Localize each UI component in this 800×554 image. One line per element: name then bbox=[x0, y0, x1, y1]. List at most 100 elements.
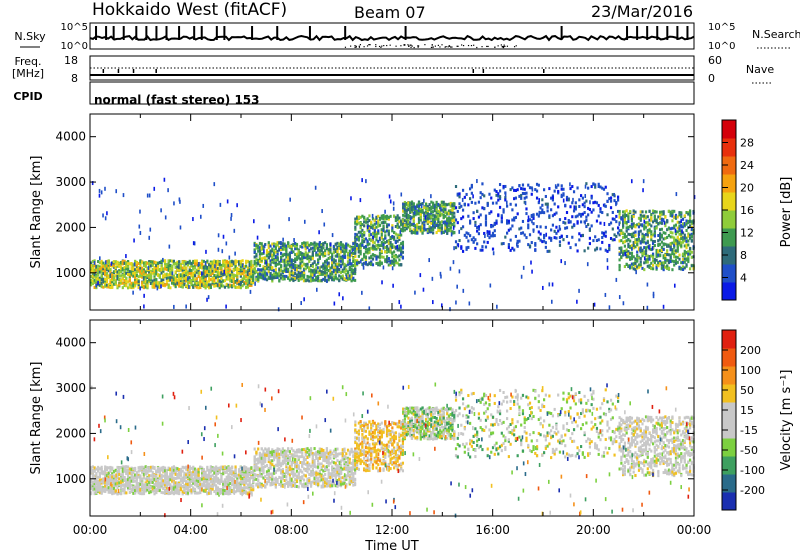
echo-cell bbox=[142, 263, 146, 267]
echo-cell bbox=[514, 215, 518, 219]
echo-cell bbox=[660, 221, 663, 225]
echo-cell bbox=[299, 245, 302, 249]
echo-cell bbox=[280, 268, 283, 272]
echo-cell bbox=[309, 276, 313, 280]
echo-cell bbox=[581, 234, 584, 238]
echo-cell bbox=[227, 283, 230, 287]
echo-cell bbox=[123, 261, 126, 265]
echo-cell bbox=[128, 283, 131, 287]
noise-echo-cell bbox=[163, 177, 166, 182]
echo-cell bbox=[535, 225, 539, 229]
echo-cell bbox=[288, 264, 292, 268]
noise-search-dot bbox=[444, 46, 446, 48]
echo-cell bbox=[481, 182, 484, 186]
echo-cell bbox=[116, 270, 119, 274]
echo-cell bbox=[151, 260, 154, 264]
echo-cell bbox=[200, 262, 204, 266]
echo-cell bbox=[125, 265, 128, 269]
echo-cell bbox=[322, 254, 325, 258]
echo-cell bbox=[146, 286, 149, 290]
echo-cell bbox=[176, 278, 179, 282]
echo-cell bbox=[227, 264, 230, 268]
freq-dot bbox=[132, 69, 135, 73]
echo-cell bbox=[135, 263, 139, 267]
echo-cell bbox=[160, 263, 163, 267]
noise-echo-cell bbox=[282, 237, 284, 242]
echo-cell bbox=[339, 265, 343, 269]
echo-cell bbox=[331, 271, 334, 275]
noise-sky-bar bbox=[145, 26, 148, 40]
echo-cell bbox=[148, 278, 151, 282]
noise-echo-cell bbox=[268, 224, 271, 229]
noise-search-dot bbox=[358, 46, 361, 48]
echo-cell bbox=[128, 262, 131, 266]
echo-cell bbox=[516, 188, 519, 192]
echo-cell bbox=[208, 270, 211, 274]
echo-cell bbox=[491, 247, 495, 251]
echo-cell bbox=[562, 192, 565, 196]
echo-cell bbox=[331, 265, 334, 269]
noise-search-dot bbox=[503, 46, 505, 48]
echo-cell bbox=[308, 243, 311, 247]
echo-cell bbox=[128, 278, 131, 282]
echo-cell bbox=[313, 270, 316, 274]
echo-cell bbox=[297, 249, 300, 253]
noise-echo-cell bbox=[133, 262, 136, 267]
echo-cell bbox=[520, 226, 523, 230]
echo-cell bbox=[311, 250, 314, 254]
echo-cell bbox=[112, 282, 116, 286]
echo-cell bbox=[281, 274, 284, 278]
echo-cell bbox=[313, 241, 316, 245]
echo-cell bbox=[206, 284, 209, 288]
echo-cell bbox=[285, 269, 288, 273]
cpid-panel-frame bbox=[89, 81, 695, 105]
echo-cell bbox=[618, 263, 621, 267]
echo-cell bbox=[128, 285, 131, 289]
echo-cell bbox=[188, 276, 191, 280]
echo-cell bbox=[587, 186, 590, 190]
echo-cell bbox=[375, 234, 378, 238]
echo-cell bbox=[317, 258, 320, 262]
echo-cell bbox=[276, 273, 279, 277]
echo-cell bbox=[135, 278, 139, 282]
noise-search-dot bbox=[481, 46, 483, 48]
echo-cell bbox=[332, 247, 336, 251]
echo-cell bbox=[137, 268, 140, 272]
echo-cell bbox=[241, 284, 244, 288]
noise-search-dot bbox=[513, 46, 516, 48]
echo-cell bbox=[324, 252, 327, 256]
echo-cell bbox=[453, 211, 456, 215]
noise-echo-cell bbox=[431, 276, 434, 281]
echo-cell bbox=[313, 268, 316, 272]
echo-cell bbox=[253, 243, 256, 247]
echo-cell bbox=[218, 260, 221, 264]
echo-cell bbox=[313, 247, 316, 251]
echo-cell bbox=[368, 242, 371, 246]
echo-cell bbox=[213, 274, 216, 278]
noise-search-dot bbox=[494, 46, 496, 48]
echo-cell bbox=[227, 268, 230, 272]
echo-cell bbox=[595, 246, 599, 250]
echo-cell bbox=[325, 265, 329, 269]
echo-cell bbox=[525, 191, 528, 195]
echo-cell bbox=[134, 280, 137, 284]
echo-cell bbox=[153, 282, 156, 286]
echo-cell bbox=[290, 244, 293, 248]
noise-search-dot bbox=[378, 45, 381, 48]
echo-cell bbox=[211, 261, 214, 265]
noise-sky-bar bbox=[135, 26, 138, 40]
echo-cell bbox=[309, 272, 313, 276]
echo-cell bbox=[218, 280, 221, 284]
noise-echo-cell bbox=[635, 270, 637, 275]
echo-cell bbox=[306, 265, 309, 269]
noise-echo-cell bbox=[148, 193, 151, 198]
echo-cell bbox=[206, 280, 209, 284]
echo-cell bbox=[551, 196, 555, 200]
echo-cell bbox=[229, 264, 232, 268]
echo-cell bbox=[225, 261, 228, 265]
noise-echo-cell bbox=[449, 307, 451, 312]
noise-echo-cell bbox=[484, 234, 486, 239]
echo-cell bbox=[257, 274, 260, 278]
echo-cell bbox=[185, 260, 188, 264]
echo-cell bbox=[255, 264, 258, 268]
